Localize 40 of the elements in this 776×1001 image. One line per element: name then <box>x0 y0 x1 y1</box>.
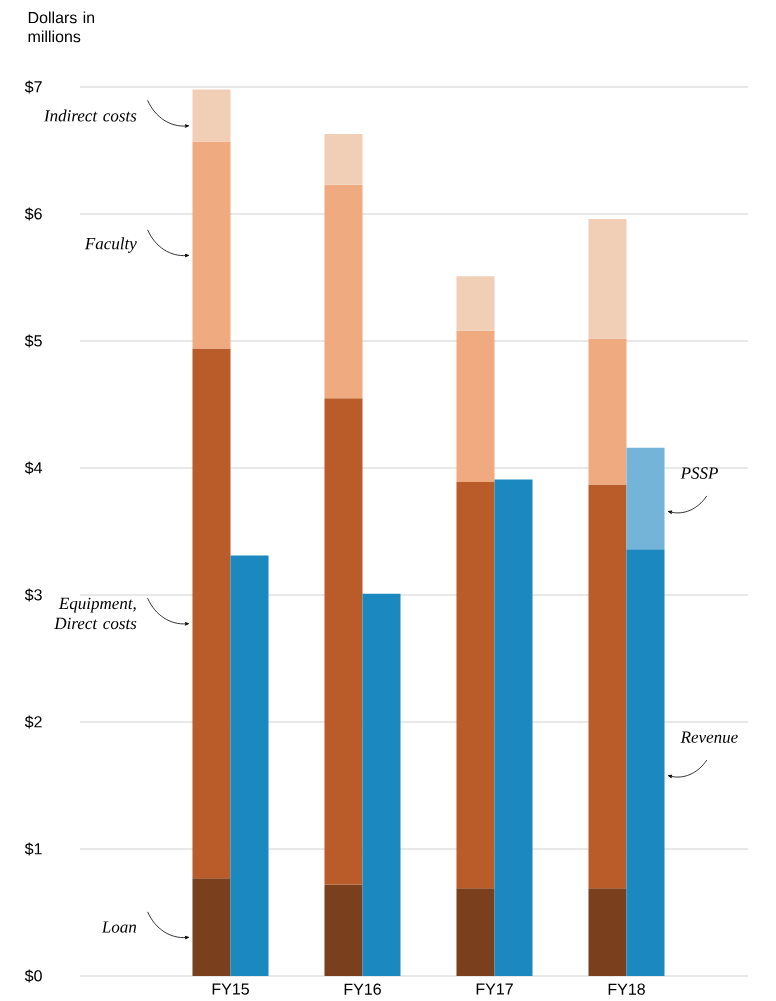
bar <box>192 141 231 349</box>
bar <box>626 447 665 550</box>
bar <box>324 884 363 976</box>
y-tick-label: $4 <box>24 461 43 475</box>
y-tick-label: $6 <box>24 207 42 221</box>
y-tick-label: $2 <box>24 715 42 729</box>
bar <box>456 330 495 482</box>
bar <box>324 398 363 885</box>
bar <box>456 481 495 889</box>
text: Loan <box>101 921 137 933</box>
x-tick-label: FY16 <box>344 983 381 995</box>
bar <box>588 484 627 889</box>
text: Equipment, Direct costs <box>54 597 137 630</box>
text: Indirect costs <box>43 109 137 122</box>
series-label: PSSP <box>680 467 718 479</box>
text: Faculty <box>84 237 137 253</box>
y-tick-label: $1 <box>24 842 42 856</box>
y-tick-label: $0 <box>24 969 42 983</box>
bar <box>626 549 665 976</box>
bar <box>456 888 495 976</box>
bar <box>362 593 401 976</box>
bar <box>588 338 627 485</box>
bar <box>494 479 533 976</box>
x-tick-label: FY18 <box>608 983 645 995</box>
y-tick-label: $3 <box>24 588 42 602</box>
y-tick-label: $7 <box>24 80 42 94</box>
y-tick-label: $5 <box>24 334 42 348</box>
bar <box>230 555 269 976</box>
bar <box>192 89 231 142</box>
bar <box>588 219 627 339</box>
bar <box>192 878 231 976</box>
x-tick-label: FY17 <box>476 983 513 995</box>
x-tick-label: FY15 <box>212 983 249 995</box>
bar <box>324 133 363 185</box>
bar <box>588 888 627 976</box>
series-label: Revenue <box>680 731 738 743</box>
bar <box>456 276 495 331</box>
bar <box>324 184 363 399</box>
y-axis-title: Dollars in millions <box>28 11 95 43</box>
bar <box>192 348 231 879</box>
